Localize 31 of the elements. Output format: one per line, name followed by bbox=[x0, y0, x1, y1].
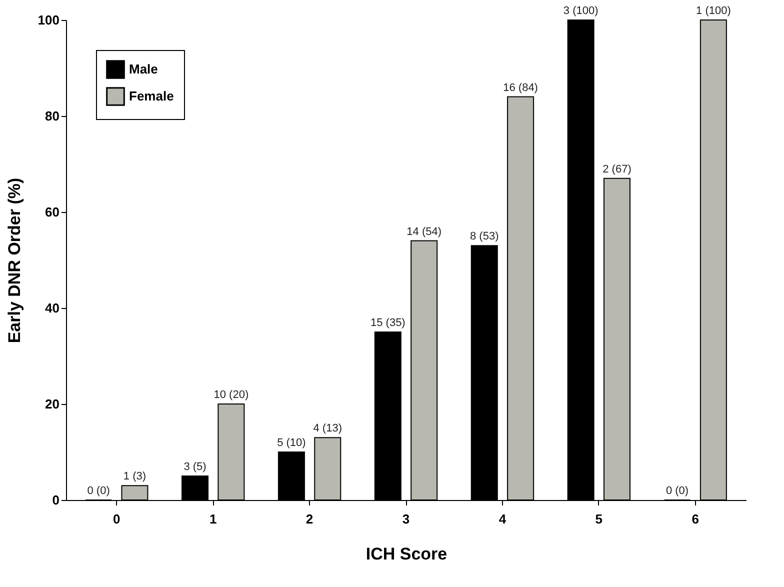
data-label: 0 (0) bbox=[666, 485, 689, 497]
data-label: 3 (100) bbox=[563, 5, 598, 17]
x-tick-label: 4 bbox=[498, 512, 507, 526]
data-label: 16 (84) bbox=[503, 82, 538, 94]
data-label: 8 (53) bbox=[470, 230, 499, 243]
data-label: 15 (35) bbox=[370, 317, 406, 329]
y-axis-title: Early DNR Order (%) bbox=[4, 178, 24, 344]
data-label: 4 (13) bbox=[313, 422, 342, 435]
y-tick-label: 100 bbox=[38, 12, 60, 28]
data-label: 1 (100) bbox=[696, 5, 731, 17]
data-label: 5 (10) bbox=[277, 437, 306, 449]
y-tick-label: 80 bbox=[45, 108, 60, 124]
y-tick-label: 20 bbox=[45, 396, 60, 412]
legend-label: Female bbox=[129, 88, 174, 104]
x-tick-label: 2 bbox=[306, 512, 314, 526]
y-tick-label: 0 bbox=[52, 492, 60, 508]
y-tick-label: 60 bbox=[45, 204, 60, 220]
x-tick-label: 6 bbox=[692, 512, 699, 526]
data-label: 14 (54) bbox=[406, 226, 442, 238]
x-tick-label: 5 bbox=[595, 512, 603, 526]
x-tick-label: 0 bbox=[113, 512, 120, 526]
legend-label: Male bbox=[129, 62, 158, 76]
x-axis-title: ICH Score bbox=[366, 544, 448, 564]
data-label: 0 (0) bbox=[87, 485, 110, 497]
data-label: 10 (20) bbox=[214, 389, 249, 401]
data-label: 2 (67) bbox=[602, 163, 632, 176]
data-label: 1 (3) bbox=[123, 470, 146, 483]
x-tick-label: 1 bbox=[209, 512, 217, 526]
data-label: 3 (5) bbox=[184, 461, 206, 473]
y-tick-label: 40 bbox=[45, 300, 60, 316]
x-tick-label: 3 bbox=[402, 512, 410, 526]
